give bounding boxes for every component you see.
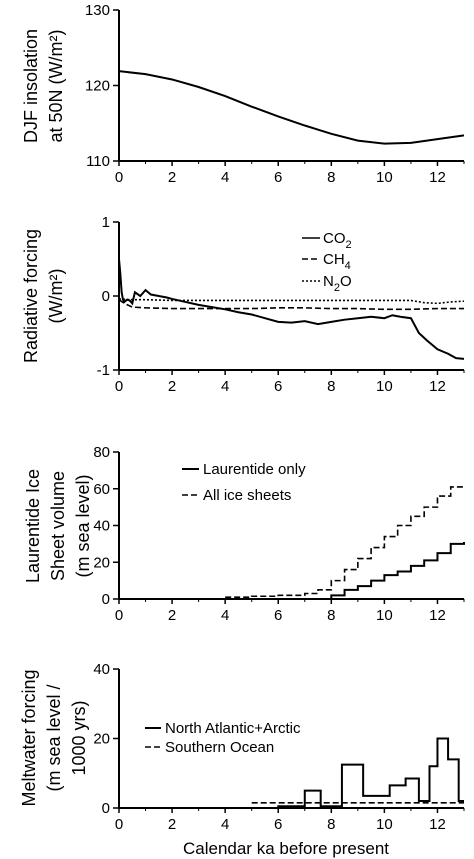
legend-entry-ch4: CH4 (323, 251, 351, 272)
x-tick-label: 12 (429, 607, 446, 624)
x-tick-label: 2 (168, 607, 176, 624)
x-tick-label: 12 (429, 816, 446, 833)
x-tick-label: 4 (221, 378, 229, 395)
y-axis-label-line: Sheet volume (48, 471, 68, 581)
laurentide-only-line (119, 542, 465, 600)
y-tick-label: 110 (86, 153, 110, 170)
y-tick-label: 0 (102, 591, 110, 608)
ch4-line (118, 299, 464, 311)
x-tick-label: 8 (327, 607, 335, 624)
y-tick-label: 40 (93, 518, 110, 535)
y-axis-label-line: Meltwater forcing (19, 669, 39, 806)
co2-line (118, 258, 465, 360)
n2o-line (118, 298, 465, 305)
x-tick-label: 0 (115, 378, 123, 395)
series-0-line (118, 70, 465, 145)
y-tick-label: -1 (97, 362, 110, 379)
x-tick-label: 6 (274, 378, 282, 395)
y-tick-label: 20 (93, 731, 110, 748)
x-tick-label: 0 (115, 607, 123, 624)
all-ice-sheets-line (119, 485, 465, 600)
y-tick-label: 80 (93, 444, 110, 461)
x-tick-label: 6 (274, 169, 282, 186)
y-tick-label: 0 (102, 288, 110, 305)
panel-radiative-forcing: 0 2 4 6 8 10 12 -1 0 1 Radiative forcing (W/m²) CO2C… (21, 214, 465, 395)
x-tick-label: 10 (376, 816, 393, 833)
y-tick-label: 20 (93, 554, 110, 571)
north-atlantic-arctic-line (119, 737, 464, 809)
legend-entry-n2o: N2O (323, 273, 352, 294)
legend-entry: Laurentide only (203, 461, 306, 478)
legend-entry: North Atlantic+Arctic (165, 720, 301, 737)
y-axis-label-line: 1000 yrs) (69, 700, 89, 775)
x-tick-label: 8 (327, 169, 335, 186)
y-axis-label-line: (m sea level) (73, 474, 93, 577)
x-tick-label: 0 (115, 816, 123, 833)
x-tick-label: 2 (168, 169, 176, 186)
x-tick-label: 10 (376, 378, 393, 395)
x-axis-label: Calendar ka before present (183, 839, 389, 858)
y-axis-label-line: DJF insolation (21, 29, 41, 143)
y-axis-label-line: at 50N (W/m²) (46, 29, 66, 142)
y-axis-label-line: (W/m²) (46, 269, 66, 324)
legend-entry: All ice sheets (203, 487, 291, 504)
x-tick-label: 4 (221, 816, 229, 833)
y-tick-label: 40 (93, 661, 110, 678)
x-tick-label: 10 (376, 169, 393, 186)
panel-insolation: 0 2 4 6 8 10 12 110 120 130 DJF insolation at 50N (… (21, 2, 465, 186)
y-tick-label: 130 (85, 2, 110, 19)
x-tick-label: 4 (221, 169, 229, 186)
legend-entry: Southern Ocean (165, 739, 274, 756)
x-tick-label: 8 (327, 816, 335, 833)
y-tick-label: 60 (93, 481, 110, 498)
panel-ice-sheet-volume: 0 2 4 6 8 10 12 0 20 40 60 80 Laurentide Ice Sheet vo… (23, 444, 465, 624)
y-axis-label-line: Laurentide Ice (23, 469, 43, 583)
panel-meltwater-forcing: 0 2 4 6 8 10 12 0 20 40 Meltwater forcing (m sea le… (19, 661, 465, 833)
x-tick-label: 8 (327, 378, 335, 395)
legend-entry-co2: CO2 (323, 230, 352, 251)
y-tick-label: 1 (102, 214, 110, 231)
x-tick-label: 0 (115, 169, 123, 186)
x-tick-label: 12 (429, 169, 446, 186)
y-tick-label: 120 (85, 78, 110, 95)
y-tick-label: 0 (102, 800, 110, 817)
y-axis-label-line: Radiative forcing (21, 229, 41, 363)
y-axis-label-line: (m sea level / (44, 684, 64, 791)
x-tick-label: 6 (274, 607, 282, 624)
x-tick-label: 10 (376, 607, 393, 624)
x-tick-label: 2 (168, 816, 176, 833)
x-tick-label: 12 (429, 378, 446, 395)
x-tick-label: 6 (274, 816, 282, 833)
x-tick-label: 4 (221, 607, 229, 624)
x-tick-label: 2 (168, 378, 176, 395)
